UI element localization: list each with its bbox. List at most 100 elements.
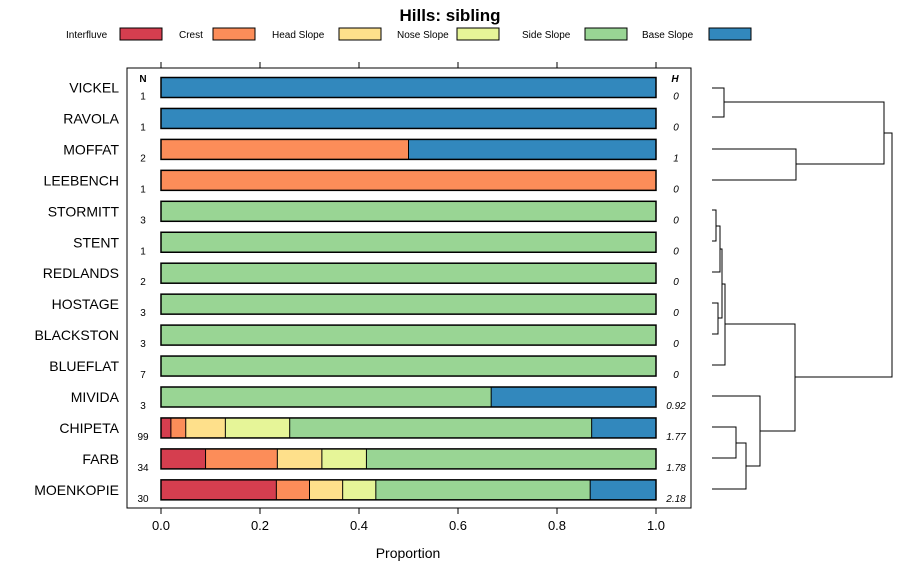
row-label: STORMITT (48, 203, 120, 219)
n-column-header: N (139, 74, 146, 85)
bar-segment (277, 448, 322, 469)
legend-swatch (212, 27, 256, 41)
legend-swatch (708, 27, 752, 41)
row-label: FARB (82, 451, 119, 467)
x-tick-label: 0.2 (251, 518, 269, 533)
dendrogram-branch (712, 426, 737, 459)
bar-outline (160, 386, 657, 408)
bar-segment (205, 448, 278, 469)
x-tick-label: 1.0 (647, 518, 665, 533)
bar-segment (161, 417, 171, 438)
row-n-value: 99 (137, 432, 149, 443)
row: FARB 34 1.78 (82, 448, 686, 474)
bar-segment (342, 479, 376, 500)
row-label: LEEBENCH (44, 172, 119, 188)
bar-outline (160, 138, 657, 161)
row: STORMITT 3 0 (48, 200, 679, 226)
legend-swatch (119, 27, 163, 41)
row: STENT 1 0 (73, 231, 679, 257)
row: RAVOLA 1 0 (63, 107, 679, 133)
bar-segment (170, 417, 186, 438)
row-h-value: 0 (673, 215, 679, 226)
row-n-value: 3 (140, 401, 146, 412)
bar-segment (161, 325, 656, 346)
row-n-value: 1 (140, 122, 146, 133)
x-tick-label: 0.4 (350, 518, 368, 533)
row-n-value: 7 (140, 370, 146, 381)
bar-segment (161, 263, 656, 284)
row-h-value: 1.78 (666, 463, 686, 474)
bar-segment (185, 417, 226, 438)
legend-swatch (338, 27, 382, 41)
row-label: MOFFAT (63, 141, 119, 157)
row-label: VICKEL (69, 80, 119, 96)
bar-segment (289, 417, 592, 438)
legend-label: Nose Slope (397, 30, 449, 41)
bar-segment (161, 232, 656, 253)
bar-outline (160, 262, 657, 284)
row-label: BLUEFLAT (49, 358, 119, 374)
legend-label: Interfluve (66, 30, 108, 41)
row-label: REDLANDS (43, 265, 119, 281)
row-n-value: 3 (140, 215, 146, 226)
row: MOFFAT 2 1 (63, 138, 679, 164)
row-label: MIVIDA (71, 389, 120, 405)
row: VICKEL 1 0 (69, 76, 679, 103)
x-tick-label: 0.6 (449, 518, 467, 533)
row-label: BLACKSTON (34, 327, 119, 343)
row-label: CHIPETA (59, 420, 119, 436)
row-n-value: 2 (140, 277, 146, 288)
bar-outline (160, 200, 657, 223)
row-label: HOSTAGE (52, 296, 119, 312)
row-n-value: 30 (137, 494, 149, 505)
x-tick-label: 0.8 (548, 518, 566, 533)
bar-segment (309, 479, 343, 500)
row: BLUEFLAT 7 0 (49, 355, 679, 381)
bar-segment (161, 108, 656, 129)
row-n-value: 2 (140, 153, 146, 164)
row: MOENKOPIE 30 2.18 (34, 479, 686, 505)
legend-swatch (584, 27, 628, 41)
bar-outline (160, 169, 657, 192)
row: BLACKSTON 3 0 (34, 324, 679, 350)
bar-outline (160, 324, 657, 346)
bar-outline (160, 479, 657, 501)
row: HOSTAGE 3 0 (52, 293, 679, 319)
row-n-value: 1 (140, 184, 146, 195)
row-h-value: 0.92 (666, 401, 686, 412)
row-h-value: 0 (673, 122, 679, 133)
dendrogram-branch (724, 101, 885, 165)
bar-outline (160, 76, 657, 99)
bar-segment (161, 387, 492, 407)
bar-segment (408, 139, 656, 160)
bar-segment (161, 479, 277, 500)
bar-segment (321, 448, 367, 469)
dendrogram-branch (712, 87, 725, 118)
row-h-value: 1 (673, 153, 679, 164)
row-label: STENT (73, 234, 119, 250)
legend-swatch (456, 27, 500, 41)
row: LEEBENCH 1 0 (44, 169, 679, 195)
row-h-value: 2.18 (665, 494, 686, 505)
row-h-value: 1.77 (666, 432, 686, 443)
bar-segment (161, 448, 206, 469)
bar-segment (375, 479, 591, 500)
row-h-value: 0 (673, 92, 679, 103)
legend-label: Head Slope (272, 30, 325, 41)
bar-outline (160, 293, 657, 315)
row-h-value: 0 (673, 370, 679, 381)
legend-label: Side Slope (522, 30, 571, 41)
row-label: MOENKOPIE (34, 482, 119, 498)
chart-title: Hills: sibling (399, 6, 500, 25)
row-h-value: 0 (673, 184, 679, 195)
dendrogram-branch (712, 442, 747, 490)
bar-segment (590, 479, 656, 500)
row-label: RAVOLA (63, 110, 119, 126)
h-column-header: H (671, 74, 679, 85)
dendrogram-branch (712, 302, 719, 335)
row: CHIPETA 99 1.77 (59, 417, 686, 443)
bar-outline (160, 448, 657, 470)
row: MIVIDA 3 0.92 (71, 386, 686, 412)
